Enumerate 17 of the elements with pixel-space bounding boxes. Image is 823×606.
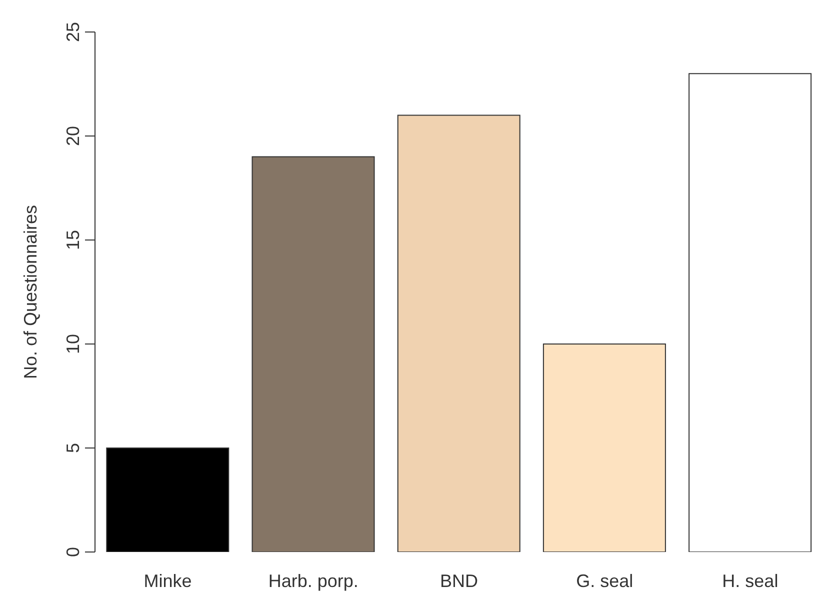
bar <box>252 156 375 552</box>
y-tick-label: 0 <box>63 546 83 558</box>
y-tick-label: 10 <box>63 334 83 354</box>
y-tick-label: 15 <box>63 230 83 250</box>
x-tick-label: BND <box>440 570 478 591</box>
bar <box>688 73 812 552</box>
bar <box>542 344 666 552</box>
x-tick-label: G. seal <box>576 570 634 591</box>
bar <box>106 448 230 552</box>
bar <box>397 114 520 552</box>
y-tick-label: 20 <box>63 126 83 146</box>
y-tick-label: 25 <box>63 22 83 42</box>
x-tick-label: Minke <box>144 570 192 591</box>
y-axis-title: No. of Questionnaires <box>20 204 40 380</box>
x-tick-label: Harb. porp. <box>268 570 358 591</box>
x-tick-label: H. seal <box>722 570 778 591</box>
y-tick-label: 5 <box>63 442 83 454</box>
